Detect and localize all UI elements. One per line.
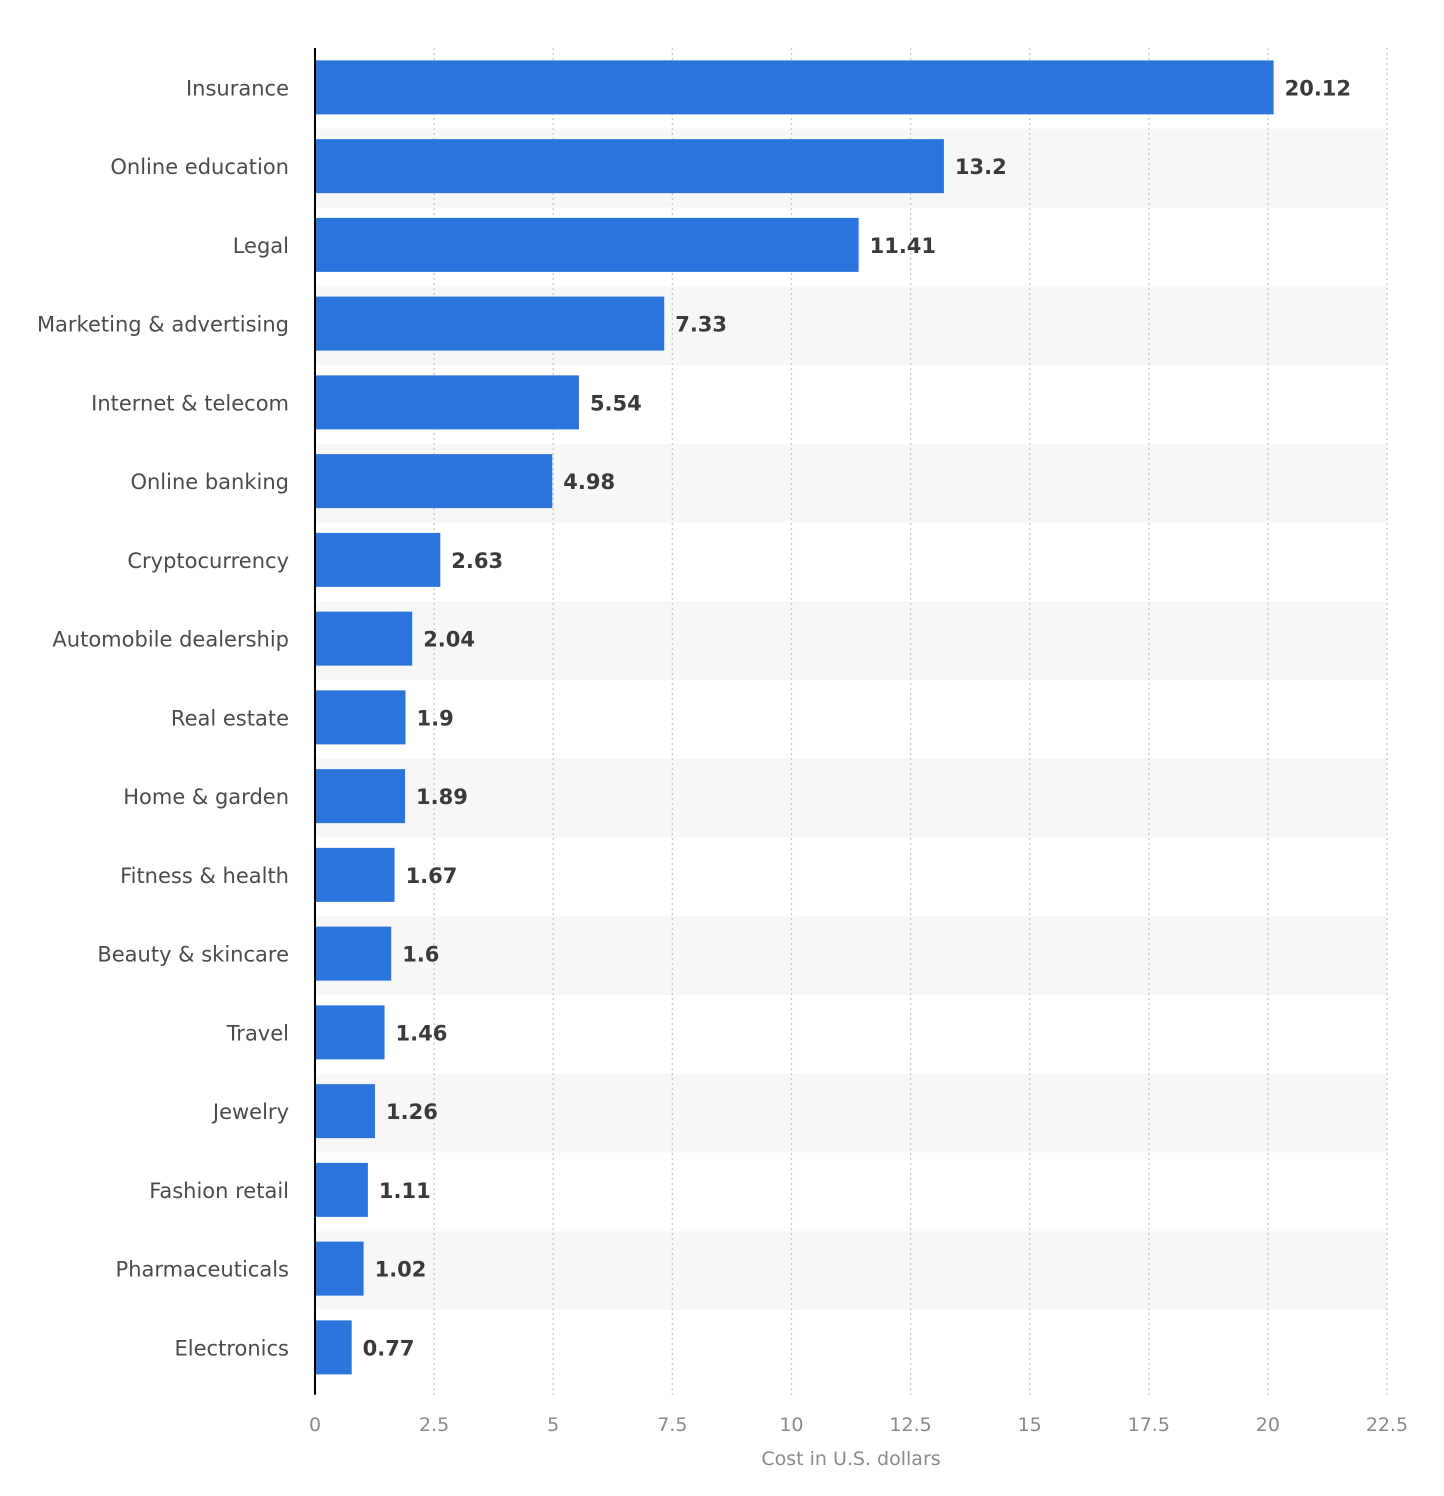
category-label: Insurance — [186, 76, 289, 100]
value-label: 2.63 — [451, 549, 503, 573]
category-label: Beauty & skincare — [97, 943, 289, 967]
bar — [315, 139, 944, 194]
category-labels: Insurance Online education Legal Marketing … — [37, 76, 289, 1360]
bar — [315, 375, 579, 430]
category-label: Internet & telecom — [91, 391, 289, 415]
value-label: 5.54 — [590, 391, 642, 415]
value-label: 2.04 — [423, 628, 475, 652]
x-tick-label: 17.5 — [1128, 1414, 1170, 1436]
x-axis-ticks: 0 2.5 5 7.5 10 12.5 15 17.5 20 22.5 — [309, 1414, 1408, 1436]
category-label: Travel — [226, 1021, 289, 1045]
row-band — [315, 1231, 1387, 1310]
x-tick-label: 20 — [1256, 1414, 1280, 1436]
x-tick-label: 15 — [1018, 1414, 1042, 1436]
bar — [315, 60, 1274, 115]
category-label: Online banking — [130, 470, 289, 494]
value-label: 1.26 — [386, 1100, 438, 1124]
bar — [315, 217, 859, 272]
category-label: Jewelry — [211, 1100, 289, 1124]
bars — [315, 60, 1274, 1375]
category-label: Fitness & health — [120, 864, 289, 888]
bar — [315, 1005, 385, 1060]
bar — [315, 769, 406, 824]
row-band — [315, 916, 1387, 995]
category-label: Online education — [110, 155, 289, 179]
bar — [315, 1241, 364, 1296]
category-label: Electronics — [175, 1336, 289, 1360]
x-tick-label: 0 — [309, 1414, 321, 1436]
x-tick-label: 10 — [779, 1414, 803, 1436]
category-label: Pharmaceuticals — [116, 1258, 289, 1282]
category-label: Legal — [233, 234, 289, 258]
bar — [315, 690, 406, 745]
bar — [315, 296, 665, 351]
value-labels: 20.12 13.2 11.41 7.33 5.54 4.98 2.63 2.04 1.9 1.8… — [363, 76, 1351, 1360]
value-label: 20.12 — [1285, 76, 1351, 100]
x-tick-label: 12.5 — [889, 1414, 931, 1436]
category-label: Automobile dealership — [52, 628, 289, 652]
bar — [315, 532, 441, 587]
bar — [315, 926, 392, 981]
row-band — [315, 601, 1387, 680]
category-label: Fashion retail — [149, 1179, 289, 1203]
category-label: Real estate — [171, 706, 289, 730]
row-band — [315, 1073, 1387, 1153]
value-label: 0.77 — [363, 1336, 415, 1360]
row-bands — [315, 128, 1387, 1310]
value-label: 1.46 — [396, 1021, 448, 1045]
bar — [315, 847, 395, 902]
category-label: Home & garden — [123, 785, 289, 809]
value-label: 11.41 — [870, 234, 936, 258]
value-label: 1.6 — [402, 943, 439, 967]
value-label: 13.2 — [955, 155, 1007, 179]
category-label: Cryptocurrency — [127, 549, 289, 573]
x-tick-label: 5 — [547, 1414, 559, 1436]
value-label: 1.67 — [406, 864, 458, 888]
bar — [315, 454, 553, 509]
value-label: 7.33 — [675, 313, 727, 337]
value-label: 4.98 — [563, 470, 615, 494]
category-label: Marketing & advertising — [37, 313, 289, 337]
value-label: 1.9 — [417, 706, 454, 730]
bar — [315, 1320, 352, 1375]
x-tick-label: 7.5 — [657, 1414, 687, 1436]
x-tick-label: 2.5 — [419, 1414, 449, 1436]
x-tick-label: 22.5 — [1366, 1414, 1408, 1436]
value-label: 1.89 — [416, 785, 468, 809]
value-label: 1.02 — [375, 1258, 427, 1282]
row-band — [315, 758, 1387, 838]
value-label: 1.11 — [379, 1179, 431, 1203]
bar — [315, 1162, 368, 1217]
bar — [315, 611, 413, 666]
bar — [315, 1084, 376, 1139]
x-axis-title: Cost in U.S. dollars — [761, 1448, 940, 1470]
